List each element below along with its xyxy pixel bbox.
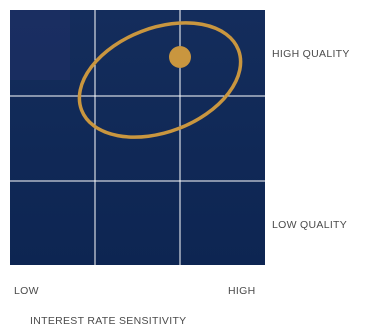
low-quality-label: LOW QUALITY bbox=[272, 219, 348, 231]
sensitivity-high-label: HIGH bbox=[228, 285, 256, 297]
high-quality-label: HIGH QUALITY bbox=[272, 48, 350, 60]
x-axis-title: INTEREST RATE SENSITIVITY bbox=[30, 315, 187, 327]
cell-top-left bbox=[10, 10, 70, 80]
highlight-ellipse bbox=[77, 21, 243, 139]
sensitivity-low-label: LOW bbox=[14, 285, 39, 297]
gold-dot-marker bbox=[169, 46, 191, 68]
